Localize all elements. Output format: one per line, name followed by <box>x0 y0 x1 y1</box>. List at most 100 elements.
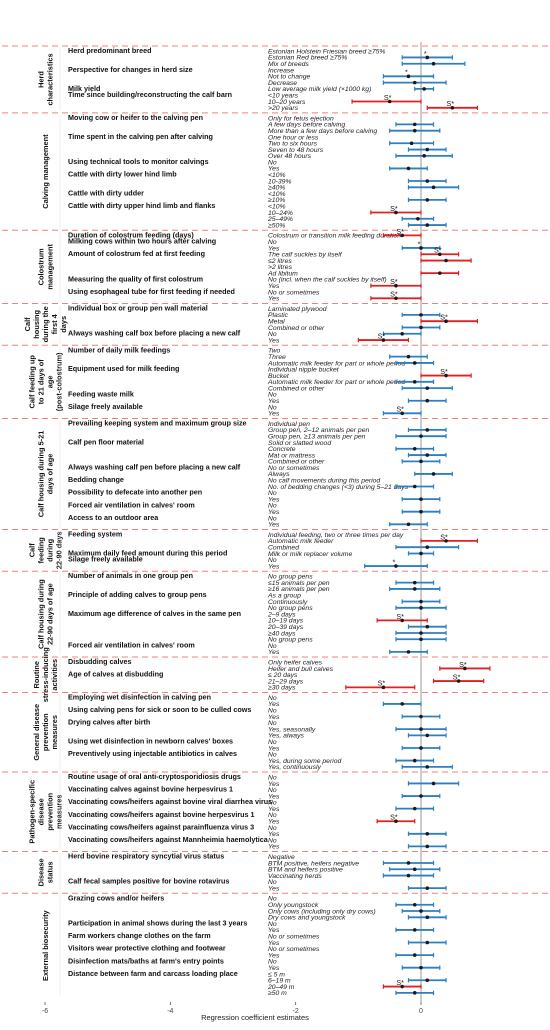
level-label: Estonian Red breed ≥75% <box>268 55 347 62</box>
point-estimate <box>412 122 417 127</box>
group-label-line: feeding <box>37 537 46 564</box>
variable-name: Vaccinating cows/heifers against bovine … <box>68 797 272 806</box>
variable-name: Always washing calf box before placing a… <box>68 329 241 338</box>
point-estimate <box>400 984 405 989</box>
group-label-line: Calving management <box>41 134 50 209</box>
point-estimate <box>438 271 442 275</box>
point-estimate <box>425 428 430 432</box>
point-estimate <box>444 258 448 263</box>
point-estimate <box>419 509 423 514</box>
variable-name: Feeding waste milk <box>68 389 134 398</box>
group-label-line: housing <box>32 309 41 338</box>
point-estimate <box>406 166 411 171</box>
x-tick-label: -4 <box>167 1008 173 1015</box>
level-label: <10% <box>268 172 286 179</box>
level-label: >20 years <box>268 105 299 112</box>
point-estimate <box>425 453 430 457</box>
level-label: No <box>268 800 277 807</box>
level-label: No <box>268 959 277 966</box>
level-label: The calf suckles by itself <box>268 252 343 259</box>
group-label: Calving management <box>41 134 50 209</box>
level-label: 10–19 days <box>268 618 304 625</box>
point-estimate <box>425 545 430 549</box>
group-label: External biosecurity <box>41 909 50 981</box>
group-label: Calf feeding upto 21 days ofage(post-col… <box>28 352 64 411</box>
level-label: No group pens <box>268 637 313 644</box>
level-label: ≥40 days <box>268 630 296 637</box>
variable-name: Vaccinating cows/heifers against bovine … <box>68 810 255 819</box>
group-label-line: prevention <box>46 792 55 830</box>
point-estimate <box>419 551 423 556</box>
significance-marker: S* <box>396 227 404 236</box>
point-estimate <box>425 55 430 60</box>
group-label-line: during <box>46 538 55 561</box>
level-label: Yes, continuously <box>268 764 321 771</box>
point-estimate <box>438 252 442 257</box>
level-label: ≥16 animals per pen <box>268 586 330 593</box>
group-label-line: days of age <box>46 454 55 495</box>
point-estimate <box>381 685 386 690</box>
level-label: Yes <box>268 940 280 947</box>
point-estimate <box>412 446 417 451</box>
level-label: No or sometimes <box>268 934 320 941</box>
point-estimate <box>444 319 448 323</box>
level-label: No <box>268 812 277 819</box>
level-label: No <box>268 774 277 781</box>
significance-marker: S* <box>447 99 455 108</box>
level-label: Yes <box>268 844 280 851</box>
point-estimate <box>406 861 411 865</box>
level-label: ≥10% <box>268 197 285 204</box>
level-label: No <box>268 825 277 832</box>
variable-name: Amount of colostrum fed at first feeding <box>68 249 205 258</box>
level-label: Yes <box>268 781 280 788</box>
point-estimate <box>422 154 426 158</box>
level-label: 2–9 days <box>267 611 296 618</box>
group-label-line: to 21 days of <box>37 359 46 405</box>
variable-name: Visitors wear protective clothing and fo… <box>68 944 226 953</box>
point-estimate <box>425 386 430 390</box>
level-label: Mix of breeds <box>268 61 309 68</box>
level-label: Yes <box>268 952 280 959</box>
point-estimate <box>412 361 417 365</box>
level-label: Negative <box>268 854 295 861</box>
point-estimate <box>419 631 423 635</box>
point-estimate <box>419 727 423 731</box>
level-label: Bucket <box>268 373 290 380</box>
level-label: Yes <box>268 745 280 752</box>
group-label: Calf housing during22-90 days of age <box>37 579 55 649</box>
level-label: Automatic milk feeder for part or whole … <box>267 379 405 386</box>
point-estimate <box>419 434 423 438</box>
level-label: No <box>268 739 277 746</box>
significance-marker: S* <box>453 672 461 681</box>
group-label-line: External biosecurity <box>41 909 50 981</box>
level-label: No <box>268 837 277 844</box>
variable-name: Using esophageal tube for first feeding … <box>68 287 235 296</box>
level-label: 10–24% <box>268 210 293 217</box>
point-estimate <box>394 819 398 824</box>
point-estimate <box>400 411 405 416</box>
level-label: Combined or other <box>268 459 325 466</box>
level-label: One hour or less <box>268 134 319 141</box>
variable-name: Vaccinating calves against bovine herpes… <box>68 785 233 794</box>
variable-name: Individual box or group pen wall materia… <box>68 303 208 312</box>
group-label-line: management <box>46 244 55 290</box>
significance-marker: * <box>418 239 421 248</box>
group-label-line: age <box>46 375 55 388</box>
level-label: No group pens <box>268 574 313 581</box>
level-label: No <box>268 787 277 794</box>
point-estimate <box>419 637 423 642</box>
level-label: ≤ 5 m <box>268 971 285 978</box>
point-estimate <box>381 338 386 342</box>
level-label: Only youngstock <box>268 902 319 909</box>
point-estimate <box>394 564 398 568</box>
level-label: Continuously <box>268 599 308 606</box>
point-estimate <box>425 624 430 629</box>
level-label: Two <box>268 348 281 355</box>
point-estimate <box>412 953 417 957</box>
point-estimate <box>419 599 423 604</box>
level-label: ≥30 days <box>268 685 296 692</box>
point-estimate <box>419 714 423 719</box>
variable-name: Always washing calf pen before placing a… <box>68 463 241 472</box>
point-estimate <box>463 666 467 671</box>
variable-name: Forced air ventilation in calves' room <box>68 500 195 509</box>
